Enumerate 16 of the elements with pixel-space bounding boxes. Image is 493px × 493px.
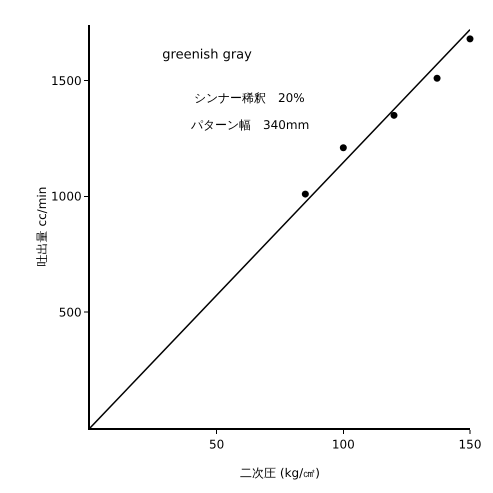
y-tick-label: 1500 [51,74,82,88]
x-tick-label: 100 [332,437,355,452]
annotation: パターン幅 340mm [190,118,310,132]
point [390,112,398,119]
text: greenish gray [162,47,252,62]
x-tick-label: 150 [458,437,482,452]
annotation: シンナー稀釈 20% [194,91,305,105]
x-tick-label: 50 [209,437,224,452]
point [302,190,309,198]
point [340,144,347,152]
y-tick-label: 500 [58,305,82,320]
point [466,35,474,42]
x-axis-title: 二次圧 (kg/㎠) [240,466,320,480]
y-tick-label: 1000 [51,190,82,204]
y-axis-title: 吐出量 cc/min [35,186,50,266]
point [434,74,441,82]
